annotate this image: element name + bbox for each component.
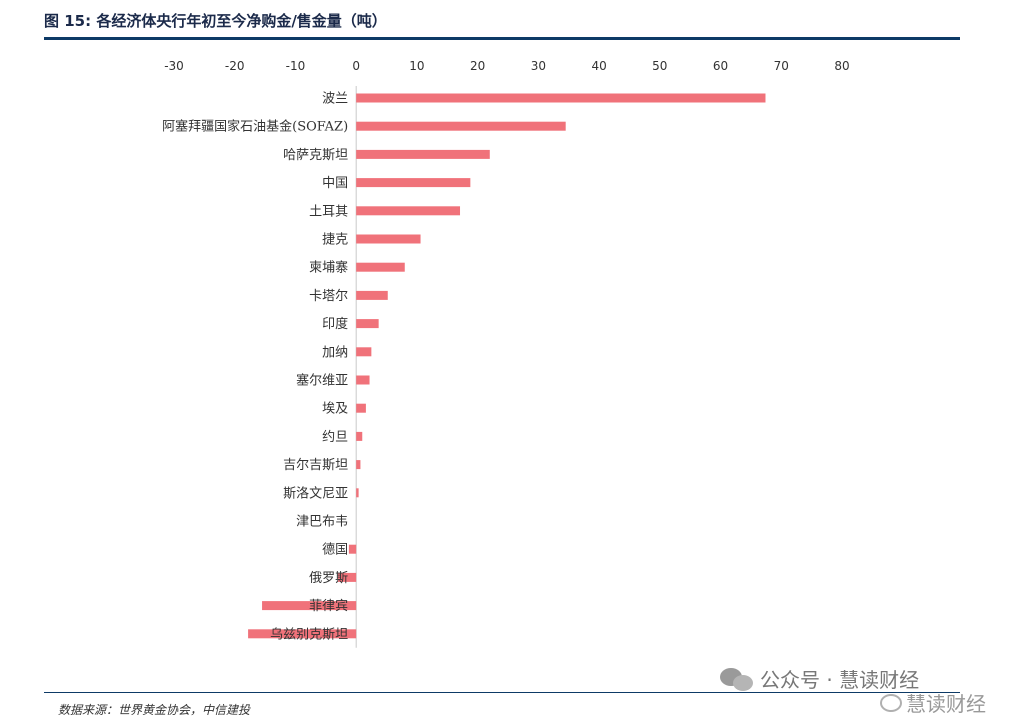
category-label: 菲律宾 [309, 598, 348, 614]
category-label: 柬埔寨 [309, 260, 348, 276]
bar [356, 347, 372, 357]
bar [348, 544, 357, 554]
x-tick-label: 10 [409, 59, 424, 73]
x-tick-label: -20 [225, 59, 245, 73]
bar [262, 601, 357, 611]
bars [248, 93, 766, 639]
category-label: 中国 [322, 176, 348, 191]
category-label: 塞尔维亚 [296, 373, 348, 389]
bar [356, 234, 421, 244]
weibo-icon [880, 693, 902, 712]
bar [337, 572, 357, 582]
x-tick-label: 0 [352, 59, 360, 73]
x-tick-label: 60 [713, 59, 728, 73]
category-label: 波兰 [322, 92, 348, 107]
category-label: 加纳 [322, 345, 348, 360]
category-label: 津巴布韦 [296, 515, 348, 530]
category-label: 德国 [322, 543, 348, 558]
x-tick-label: -30 [164, 59, 184, 73]
bottom-rule [44, 692, 960, 693]
category-label: 土耳其 [309, 204, 348, 219]
x-tick-label: -10 [286, 59, 306, 73]
category-label: 乌兹别克斯坦 [270, 626, 348, 642]
bar [356, 290, 388, 300]
category-label: 卡塔尔 [309, 289, 348, 304]
bar-chart: -30 -20 -10 0 10 20 30 40 50 60 70 80 波兰阿塞拜疆国家石油基金(… [162, 59, 850, 648]
watermark-account: 公众号 · 慧读财经 [720, 664, 919, 693]
x-tick-label: 20 [470, 59, 485, 73]
bar [356, 460, 361, 470]
watermark-weibo-text: 慧读财经 [906, 692, 986, 716]
source-note: 数据来源：世界黄金协会，中信建投 [58, 703, 251, 717]
bar [356, 206, 461, 216]
wechat-icon [720, 666, 754, 692]
watermark-account-text: 公众号 · 慧读财经 [760, 668, 920, 692]
x-tick-label: 50 [652, 59, 667, 73]
bar [356, 121, 566, 131]
bar [356, 488, 359, 498]
category-label: 吉尔吉斯坦 [283, 458, 348, 473]
x-tick-label: 40 [591, 59, 606, 73]
category-label: 阿塞拜疆国家石油基金(SOFAZ) [162, 119, 348, 135]
bar [356, 178, 471, 188]
figure-title: 图 15: 各经济体央行年初至今净购金/售金量（吨） [44, 12, 387, 30]
bar [356, 431, 363, 441]
bar [356, 319, 379, 329]
bar [248, 629, 357, 639]
category-label: 斯洛文尼亚 [283, 486, 348, 501]
bar [356, 93, 766, 103]
category-label: 哈萨克斯坦 [283, 148, 348, 163]
bar [356, 262, 405, 272]
category-label: 埃及 [322, 402, 348, 417]
x-tick-label: 70 [774, 59, 789, 73]
x-axis-ticks: -30 -20 -10 0 10 20 30 40 50 60 70 80 [164, 59, 849, 73]
watermark-weibo: 慧读财经 [880, 688, 986, 717]
x-tick-label: 30 [531, 59, 546, 73]
bar [356, 403, 366, 413]
title-rule [44, 37, 960, 40]
category-label: 约旦 [322, 430, 348, 445]
x-tick-label: 80 [834, 59, 849, 73]
category-label: 俄罗斯 [309, 571, 348, 586]
category-label: 捷克 [322, 233, 348, 248]
bar [356, 149, 490, 159]
bar [356, 375, 370, 385]
category-label: 印度 [322, 316, 348, 332]
